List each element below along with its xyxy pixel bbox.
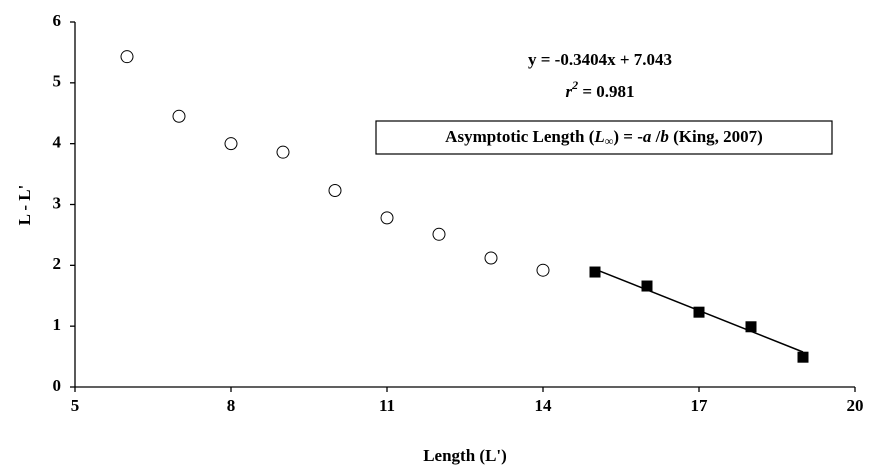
point	[380, 211, 394, 225]
y-tick-label: 3	[53, 193, 62, 212]
point	[745, 321, 757, 333]
box-part: Asymptotic Length (	[445, 127, 595, 146]
r-exponent: 2	[571, 78, 578, 92]
box-part: a	[643, 127, 652, 146]
annotation-text: Asymptotic Length (L∞) = -a /b (King, 20…	[445, 127, 763, 148]
y-tick-label: 5	[53, 72, 62, 91]
x-tick-label: 11	[379, 396, 395, 415]
point	[224, 137, 238, 151]
x-tick-label: 5	[71, 396, 80, 415]
r-squared: r2 = 0.981	[565, 78, 634, 101]
r-value: = 0.981	[578, 82, 634, 101]
point	[328, 184, 342, 198]
y-tick-label: 2	[53, 254, 62, 273]
x-axis-label: Length (L')	[423, 446, 507, 465]
x-tick-label: 14	[535, 396, 553, 415]
r-symbol: r	[565, 82, 572, 101]
x-tick-label: 8	[227, 396, 236, 415]
box-part: (King, 2007)	[669, 127, 763, 146]
point	[172, 109, 186, 123]
y-tick-label: 4	[53, 133, 62, 152]
point	[276, 145, 290, 159]
x-tick-label: 20	[847, 396, 864, 415]
point	[120, 50, 134, 64]
point	[797, 351, 809, 363]
point	[693, 306, 705, 318]
y-tick-label: 0	[53, 376, 62, 395]
point	[589, 266, 601, 278]
point	[432, 227, 446, 241]
y-tick-label: 6	[53, 11, 62, 30]
annotation-box	[375, 120, 833, 155]
x-tick-label: 17	[691, 396, 709, 415]
fit-equation: y = -0.3404x + 7.043	[528, 50, 672, 69]
y-tick-label: 1	[53, 315, 62, 334]
y-axis-label: L - L'	[15, 185, 34, 226]
box-part: ∞	[605, 134, 614, 148]
point	[484, 251, 498, 265]
point	[641, 280, 653, 292]
point	[536, 263, 550, 277]
box-part: ) = -	[613, 127, 643, 146]
box-part: L	[593, 127, 604, 146]
box-part: b	[660, 127, 669, 146]
box-part: /	[651, 127, 660, 146]
